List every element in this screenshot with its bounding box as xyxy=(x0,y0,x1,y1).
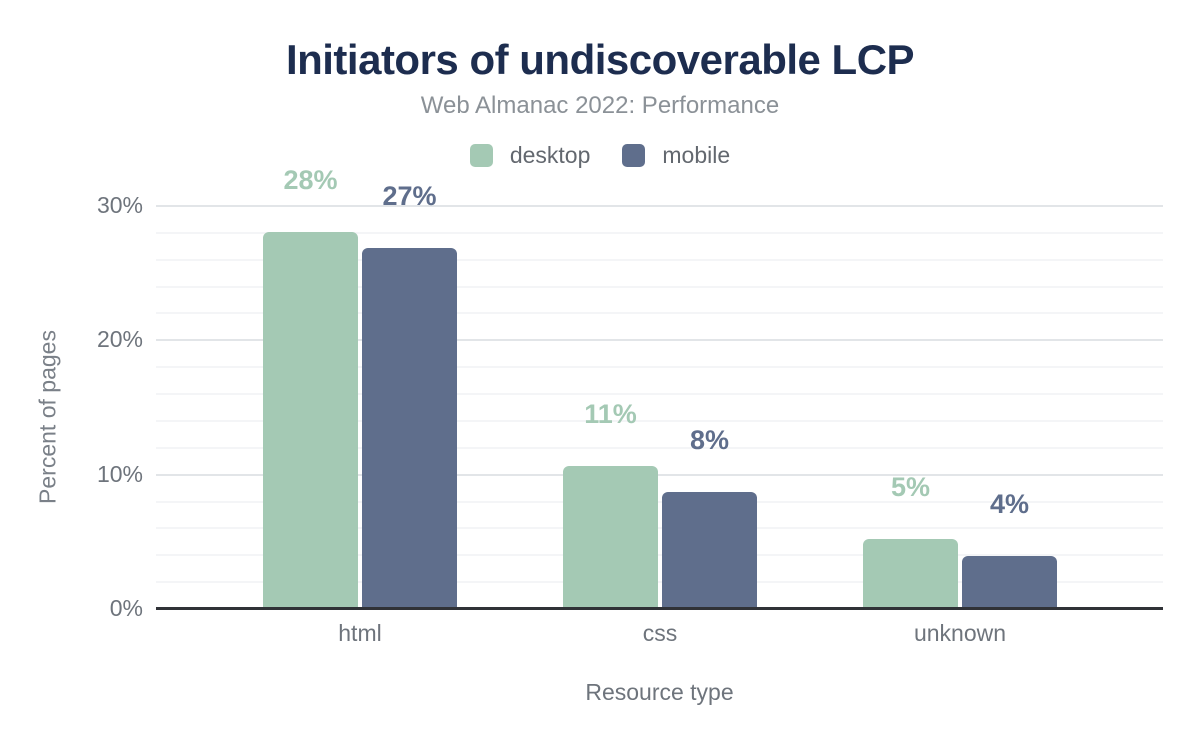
legend-item-desktop[interactable]: desktop xyxy=(469,141,591,169)
major-gridline-30pct xyxy=(156,205,1163,207)
legend-item-mobile[interactable]: mobile xyxy=(622,142,730,169)
minor-gridline-12pct xyxy=(156,446,1163,449)
legend-label-desktop: desktop xyxy=(509,141,591,168)
y-tick-label-30: 30% xyxy=(96,192,143,218)
x-category-label-unknown: unknown xyxy=(913,620,1007,646)
minor-gridline-8pct xyxy=(156,500,1163,503)
x-category-label-css: css xyxy=(642,620,678,646)
data-label-desktop-html: 28% xyxy=(283,164,338,195)
bar-mobile-html[interactable] xyxy=(362,247,457,607)
minor-gridline-2pct xyxy=(156,581,1163,584)
y-tick-label-10: 10% xyxy=(96,460,143,487)
data-label-desktop-unknown: 5% xyxy=(890,472,931,503)
legend-swatch-icon-desktop xyxy=(469,143,493,167)
minor-gridline-22pct xyxy=(156,312,1163,315)
data-label-mobile-css: 8% xyxy=(689,425,730,456)
bar-desktop-css[interactable] xyxy=(563,465,658,607)
minor-gridline-28pct xyxy=(156,231,1163,234)
chart-subtitle: Web Almanac 2022: Performance xyxy=(420,92,780,119)
minor-gridline-14pct xyxy=(156,419,1163,422)
legend-label-mobile: mobile xyxy=(662,141,731,168)
data-label-mobile-unknown: 4% xyxy=(989,488,1030,519)
data-label-desktop-css: 11% xyxy=(584,398,637,429)
y-tick-label-0: 0% xyxy=(109,595,143,621)
data-label-mobile-html: 27% xyxy=(382,180,437,211)
x-axis-line xyxy=(156,607,1163,610)
minor-gridline-24pct xyxy=(156,285,1163,288)
major-gridline-10pct xyxy=(156,473,1163,476)
minor-gridline-18pct xyxy=(156,366,1163,369)
bar-desktop-html[interactable] xyxy=(263,231,358,607)
bar-mobile-css[interactable] xyxy=(662,492,757,607)
x-axis-title: Resource type xyxy=(585,679,734,705)
chart-title: Initiators of undiscoverable LCP xyxy=(285,36,915,83)
y-tick-label-20: 20% xyxy=(96,326,143,353)
minor-gridline-6pct xyxy=(156,527,1163,530)
minor-gridline-16pct xyxy=(156,393,1163,396)
minor-gridline-4pct xyxy=(156,554,1163,557)
major-gridline-20pct xyxy=(156,339,1163,342)
y-axis-title: Percent of pages xyxy=(34,330,61,504)
legend: desktop mobile xyxy=(0,142,1200,168)
x-category-label-html: html xyxy=(338,620,382,646)
bar-desktop-unknown[interactable] xyxy=(863,539,958,607)
minor-gridline-26pct xyxy=(156,258,1163,261)
bar-mobile-unknown[interactable] xyxy=(962,555,1057,607)
legend-swatch-icon-mobile xyxy=(622,143,646,167)
